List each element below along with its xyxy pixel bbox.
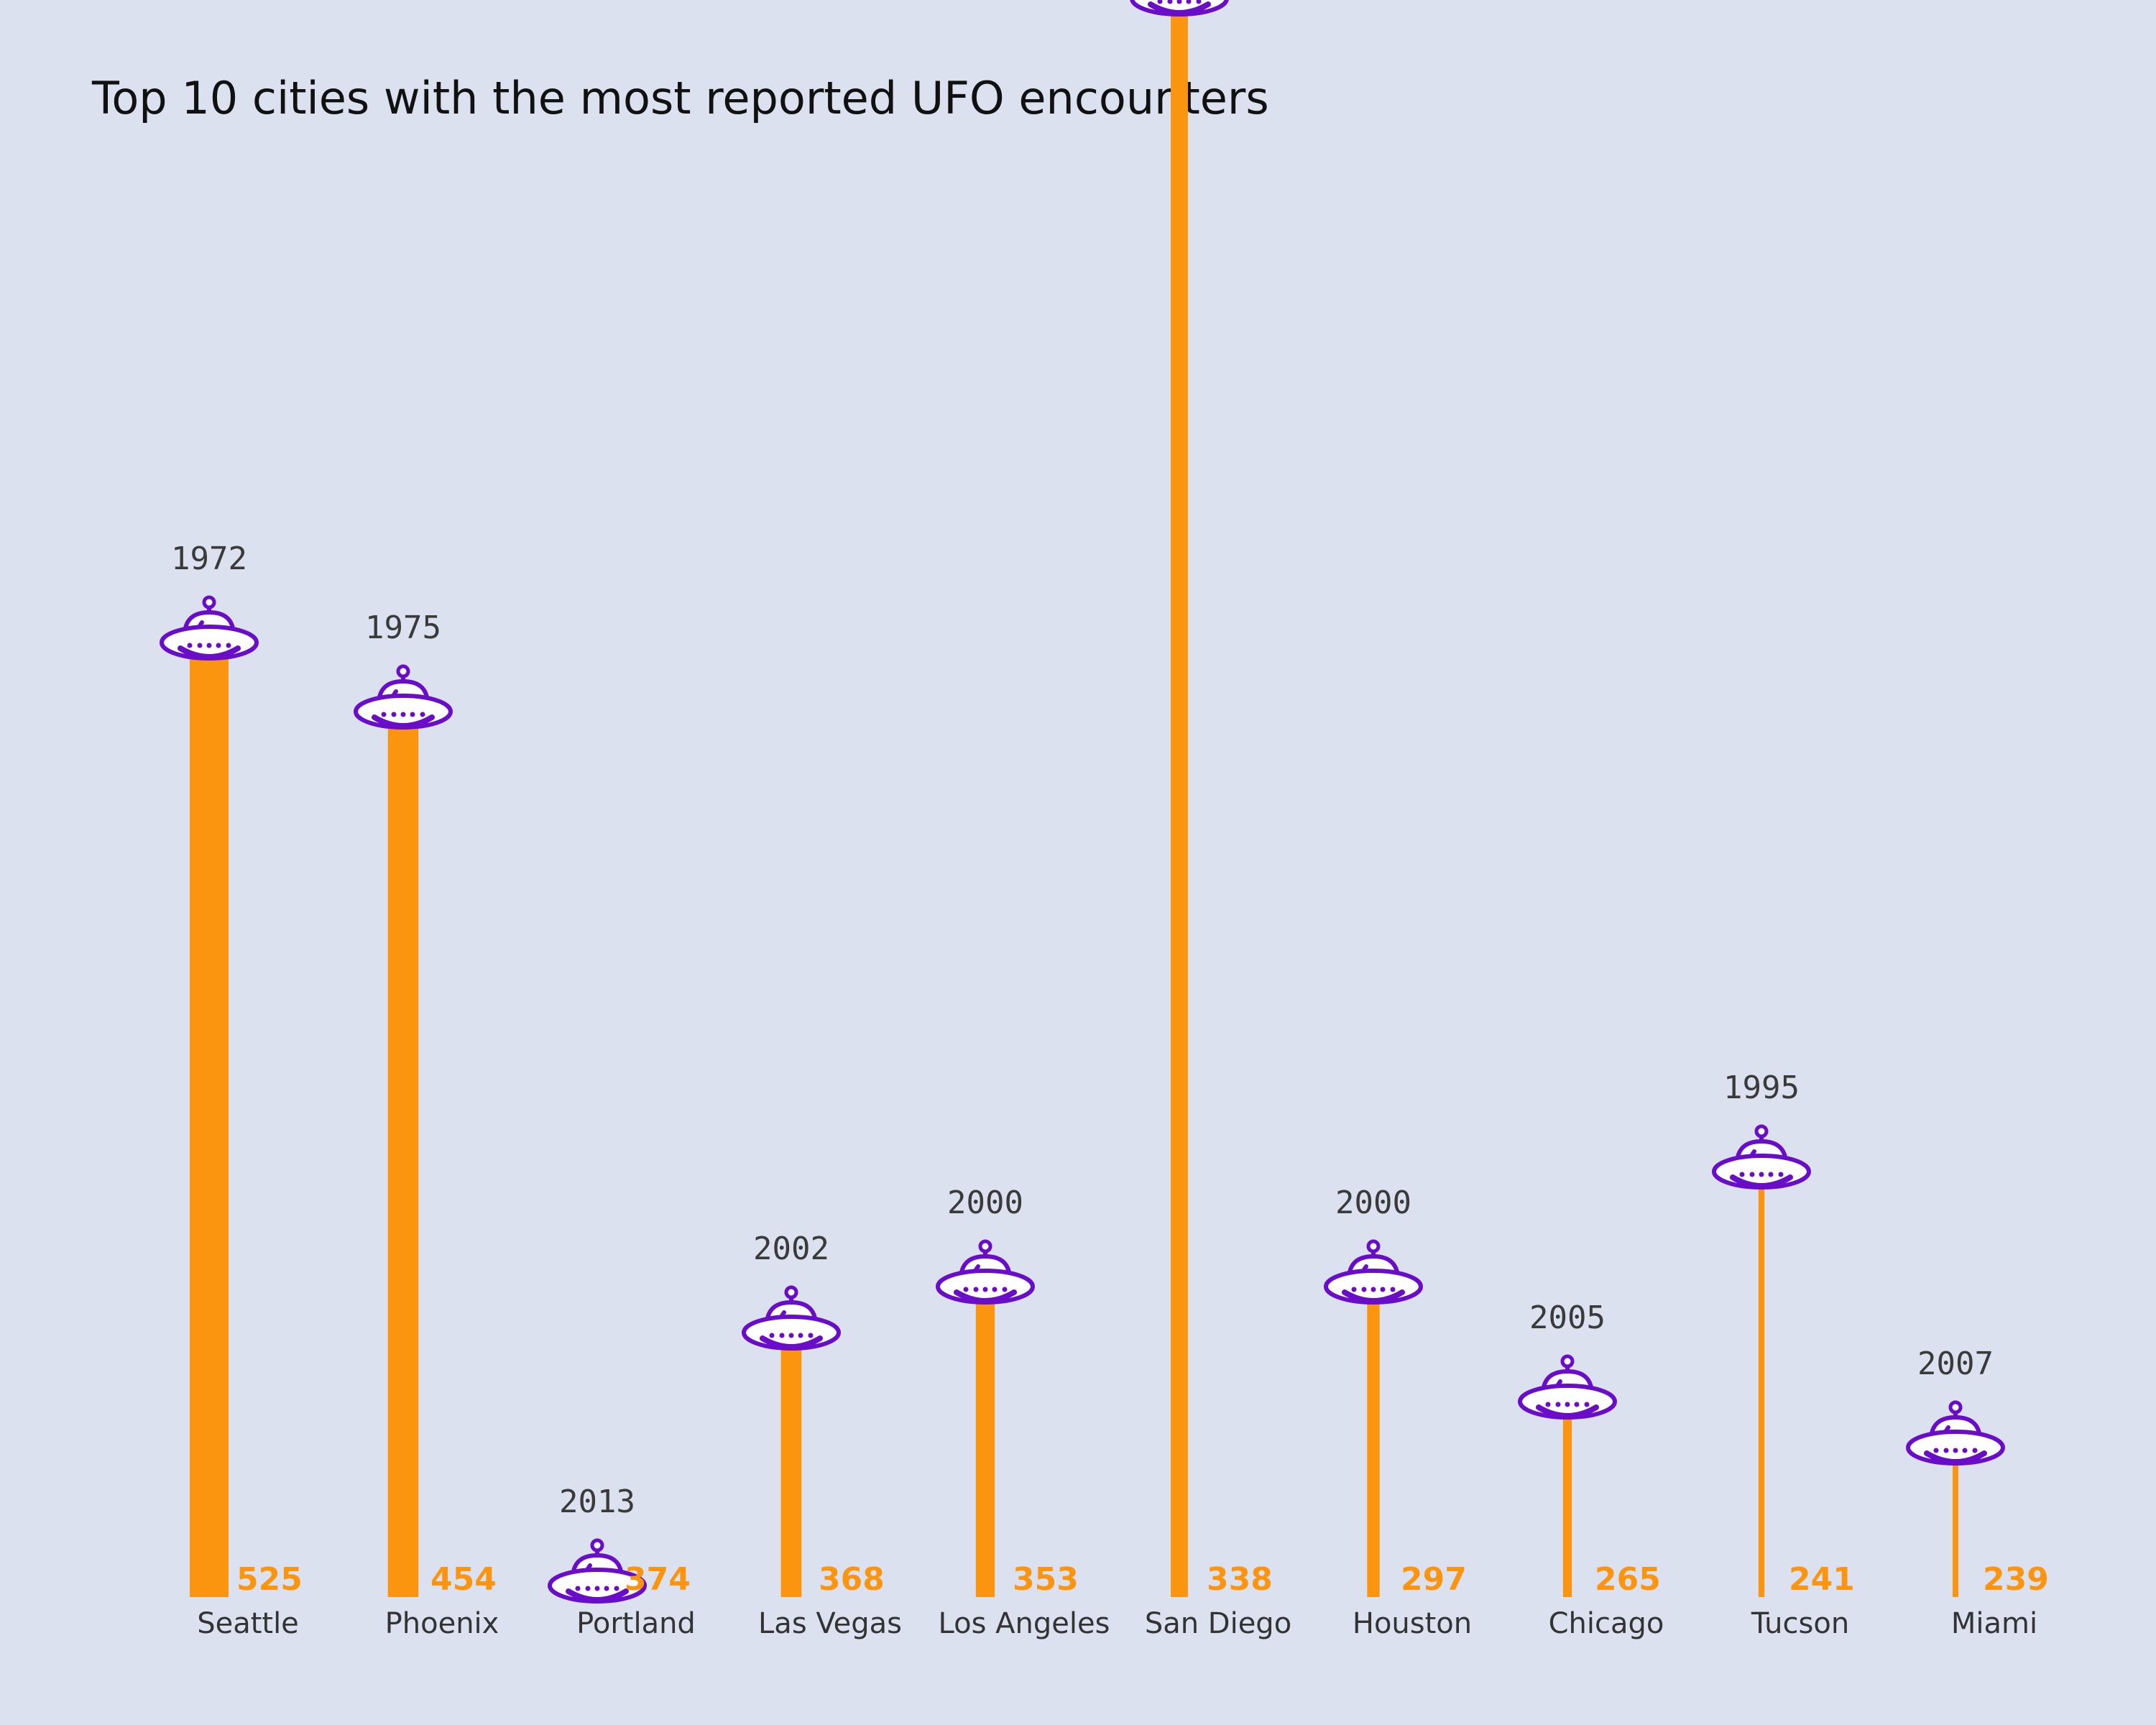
ufo-icon [1518, 1354, 1617, 1420]
bar [780, 1346, 802, 1597]
bar [1171, 12, 1188, 1597]
value-label: 239 [1983, 1561, 2049, 1598]
ufo-icon [354, 664, 453, 730]
ufo-icon [548, 1538, 647, 1604]
year-label: 1972 [171, 540, 247, 577]
year-label: 2000 [947, 1184, 1023, 1221]
ufo-icon [1324, 1239, 1423, 1305]
category-label: Portland [576, 1607, 696, 1640]
ufo-icon [1712, 1124, 1811, 1190]
value-label: 368 [819, 1561, 885, 1598]
bar [1562, 1414, 1572, 1597]
ufo-icon [160, 595, 259, 661]
bar [1953, 1460, 1958, 1597]
bar [975, 1300, 995, 1597]
value-label: 454 [430, 1561, 497, 1598]
category-label: Chicago [1549, 1607, 1664, 1640]
category-label: Miami [1951, 1607, 2037, 1640]
category-label: Los Angeles [939, 1607, 1110, 1640]
year-label: 2007 [1917, 1346, 1994, 1382]
ufo-icon [742, 1285, 841, 1351]
category-label: Seattle [197, 1607, 299, 1640]
category-label: San Diego [1145, 1607, 1291, 1640]
value-label: 525 [236, 1561, 303, 1598]
value-label: 353 [1013, 1561, 1079, 1598]
bar [387, 724, 419, 1597]
bar [1758, 1184, 1765, 1597]
year-label: 2002 [753, 1230, 829, 1267]
year-label: 2000 [1335, 1184, 1411, 1221]
bar [190, 656, 229, 1597]
value-label: 374 [625, 1561, 691, 1598]
ufo-icon [1906, 1400, 2005, 1466]
ufo-icon [1130, 0, 1229, 17]
category-label: Las Vegas [758, 1607, 902, 1640]
value-label: 265 [1595, 1561, 1661, 1598]
category-label: Houston [1353, 1607, 1472, 1640]
value-label: 338 [1207, 1561, 1273, 1598]
value-label: 297 [1401, 1561, 1467, 1598]
year-label: 2005 [1529, 1300, 1606, 1336]
bar [1367, 1300, 1380, 1597]
ufo-icon [936, 1239, 1035, 1305]
category-label: Phoenix [385, 1607, 499, 1640]
year-label: 1975 [365, 610, 441, 646]
category-label: Tucson [1751, 1607, 1849, 1640]
year-label: 1995 [1723, 1070, 1800, 1106]
value-label: 241 [1789, 1561, 1855, 1598]
year-label: 2013 [559, 1484, 635, 1520]
chart-title: Top 10 cities with the most reported UFO… [92, 72, 1269, 124]
